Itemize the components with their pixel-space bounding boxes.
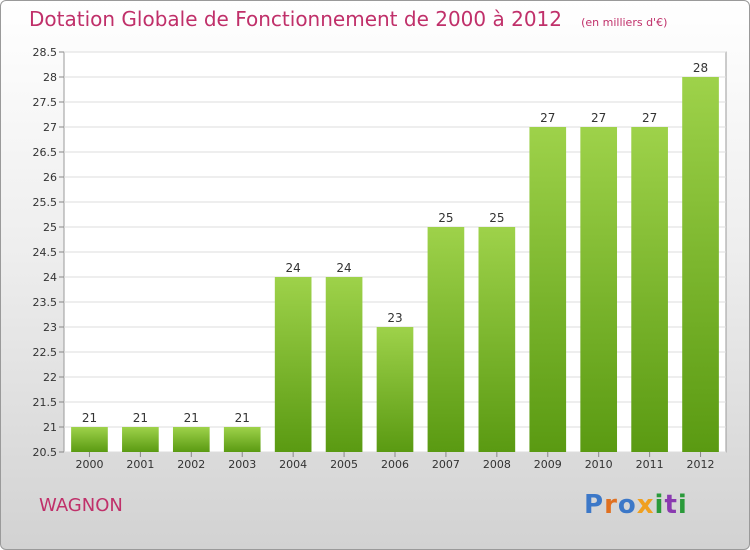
town-name: WAGNON	[39, 495, 123, 516]
bar-value-label: 21	[235, 411, 250, 425]
bar-value-label: 24	[286, 261, 301, 275]
bar-value-label: 25	[438, 211, 453, 225]
x-tick-label: 2012	[687, 458, 715, 471]
y-tick-label: 24	[43, 271, 57, 284]
bar	[529, 127, 567, 452]
bar	[172, 427, 210, 452]
bar-value-label: 27	[591, 111, 606, 125]
bar-value-label: 21	[133, 411, 148, 425]
y-tick-label: 27	[43, 121, 57, 134]
y-tick-label: 24.5	[33, 246, 58, 259]
logo-letter: i	[677, 490, 688, 520]
bar-value-label: 21	[82, 411, 97, 425]
bar	[580, 127, 618, 452]
y-tick-label: 28.5	[33, 46, 58, 59]
logo-letter: x	[636, 490, 655, 520]
y-tick-label: 28	[43, 71, 57, 84]
bar-value-label: 27	[540, 111, 555, 125]
chart-title-text: Dotation Globale de Fonctionnement de 20…	[29, 7, 562, 31]
bar-value-label: 24	[336, 261, 351, 275]
y-tick-label: 23.5	[33, 296, 58, 309]
bar-value-label: 23	[387, 311, 402, 325]
x-tick-label: 2003	[228, 458, 256, 471]
x-tick-label: 2010	[585, 458, 613, 471]
logo-letter: i	[654, 490, 665, 520]
bar	[325, 277, 363, 452]
y-tick-label: 20.5	[33, 446, 58, 459]
y-tick-label: 26.5	[33, 146, 58, 159]
bar	[631, 127, 668, 452]
logo-letter: t	[664, 490, 678, 520]
x-tick-label: 2001	[126, 458, 154, 471]
x-axis: 2000 2001 2002 2003 2004 2005 2006 2007 2008 2009…	[75, 452, 715, 471]
logo-letter: r	[604, 490, 618, 520]
bar	[274, 277, 312, 452]
logo-letter: P	[584, 490, 605, 520]
x-tick-label: 2011	[636, 458, 664, 471]
bar	[376, 327, 414, 452]
chart-unit: (en milliers d'€)	[581, 16, 668, 29]
bar	[122, 427, 159, 452]
y-tick-label: 22.5	[33, 346, 58, 359]
bars: 21 21 21 21 24 24 23 25 25 27 27 27 28	[71, 61, 719, 452]
x-tick-label: 2007	[432, 458, 460, 471]
x-tick-label: 2005	[330, 458, 358, 471]
x-tick-label: 2006	[381, 458, 409, 471]
y-tick-label: 26	[43, 171, 57, 184]
bar-value-label: 27	[642, 111, 657, 125]
x-tick-label: 2000	[75, 458, 103, 471]
x-tick-label: 2004	[279, 458, 307, 471]
logo-letter: o	[617, 490, 637, 520]
bar-value-label: 21	[184, 411, 199, 425]
bar-value-label: 28	[693, 61, 708, 75]
y-tick-label: 22	[43, 371, 57, 384]
y-axis: 20.5 21 21.5 22 22.5 23 23.5 24 24.5 25 25.5 26 26.5…	[33, 46, 64, 459]
x-tick-label: 2008	[483, 458, 511, 471]
bar-value-label: 25	[489, 211, 504, 225]
proxiti-logo: Proxiti	[584, 490, 688, 520]
x-tick-label: 2002	[177, 458, 205, 471]
bar	[71, 427, 108, 452]
chart-title: Dotation Globale de Fonctionnement de 20…	[29, 7, 667, 31]
y-tick-label: 27.5	[33, 96, 58, 109]
y-tick-label: 21.5	[33, 396, 58, 409]
y-tick-label: 25	[43, 221, 57, 234]
y-tick-label: 23	[43, 321, 57, 334]
bar	[427, 227, 465, 452]
x-tick-label: 2009	[534, 458, 562, 471]
y-tick-label: 21	[43, 421, 57, 434]
y-tick-label: 25.5	[33, 196, 58, 209]
bar	[223, 427, 261, 452]
bar	[682, 77, 719, 452]
bar	[478, 227, 516, 452]
